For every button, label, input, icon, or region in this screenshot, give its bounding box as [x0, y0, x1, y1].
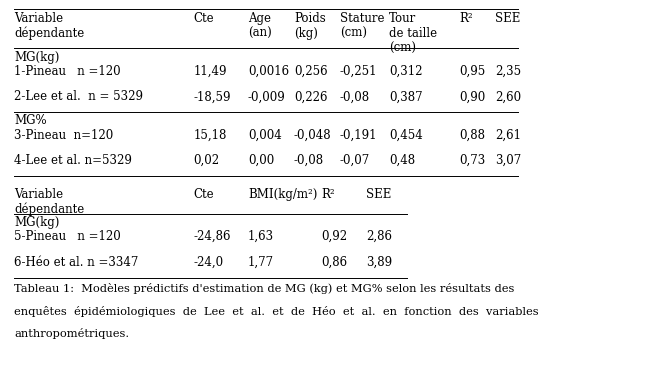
- Text: 4-Lee et al. n=5329: 4-Lee et al. n=5329: [14, 154, 133, 167]
- Text: 0,02: 0,02: [194, 154, 220, 167]
- Text: 0,312: 0,312: [389, 65, 422, 78]
- Text: -0,08: -0,08: [294, 154, 324, 167]
- Text: -0,251: -0,251: [340, 65, 377, 78]
- Text: 0,256: 0,256: [294, 65, 327, 78]
- Text: 2-Lee et al.  n = 5329: 2-Lee et al. n = 5329: [14, 90, 144, 104]
- Text: Variable
dépendante: Variable dépendante: [14, 188, 85, 216]
- Text: 5-Pineau   n =120: 5-Pineau n =120: [14, 230, 121, 243]
- Text: MG%: MG%: [14, 114, 47, 128]
- Text: 1,77: 1,77: [248, 256, 274, 269]
- Text: 0,226: 0,226: [294, 90, 327, 104]
- Text: 15,18: 15,18: [194, 129, 227, 142]
- Text: Tour
de taille
(cm): Tour de taille (cm): [389, 12, 437, 55]
- Text: 0,0016: 0,0016: [248, 65, 289, 78]
- Text: 0,90: 0,90: [459, 90, 485, 104]
- Text: 0,86: 0,86: [321, 256, 348, 269]
- Text: -0,07: -0,07: [340, 154, 370, 167]
- Text: 0,92: 0,92: [321, 230, 348, 243]
- Text: MG(kg): MG(kg): [14, 216, 60, 229]
- Text: Stature
(cm): Stature (cm): [340, 12, 384, 40]
- Text: 11,49: 11,49: [194, 65, 227, 78]
- Text: SEE: SEE: [495, 12, 521, 25]
- Text: R²: R²: [321, 188, 335, 201]
- Text: 2,86: 2,86: [366, 230, 392, 243]
- Text: enquêtes  épidémiologiques  de  Lee  et  al.  et  de  Héo  et  al.  en  fonction: enquêtes épidémiologiques de Lee et al. …: [14, 306, 539, 316]
- Text: -18,59: -18,59: [194, 90, 231, 104]
- Text: SEE: SEE: [366, 188, 392, 201]
- Text: 0,004: 0,004: [248, 129, 281, 142]
- Text: -0,009: -0,009: [248, 90, 286, 104]
- Text: 0,73: 0,73: [459, 154, 485, 167]
- Text: MG(kg): MG(kg): [14, 51, 60, 64]
- Text: Cte: Cte: [194, 12, 214, 25]
- Text: Age
(an): Age (an): [248, 12, 272, 40]
- Text: Tableau 1:  Modèles prédictifs d'estimation de MG (kg) et MG% selon les résultat: Tableau 1: Modèles prédictifs d'estimati…: [14, 283, 515, 294]
- Text: 1-Pineau   n =120: 1-Pineau n =120: [14, 65, 121, 78]
- Text: 0,48: 0,48: [389, 154, 415, 167]
- Text: R²: R²: [459, 12, 473, 25]
- Text: -0,08: -0,08: [340, 90, 370, 104]
- Text: Variable
dépendante: Variable dépendante: [14, 12, 85, 40]
- Text: -0,048: -0,048: [294, 129, 331, 142]
- Text: 0,454: 0,454: [389, 129, 422, 142]
- Text: 2,35: 2,35: [495, 65, 522, 78]
- Text: 2,60: 2,60: [495, 90, 522, 104]
- Text: 0,00: 0,00: [248, 154, 274, 167]
- Text: 2,61: 2,61: [495, 129, 522, 142]
- Text: BMI(kg/m²): BMI(kg/m²): [248, 188, 318, 201]
- Text: 0,88: 0,88: [459, 129, 485, 142]
- Text: -0,191: -0,191: [340, 129, 377, 142]
- Text: 3,07: 3,07: [495, 154, 522, 167]
- Text: -24,86: -24,86: [194, 230, 231, 243]
- Text: -24,0: -24,0: [194, 256, 224, 269]
- Text: 0,95: 0,95: [459, 65, 485, 78]
- Text: 6-Héo et al. n =3347: 6-Héo et al. n =3347: [14, 256, 139, 269]
- Text: 1,63: 1,63: [248, 230, 274, 243]
- Text: 3,89: 3,89: [366, 256, 392, 269]
- Text: 3-Pineau  n=120: 3-Pineau n=120: [14, 129, 113, 142]
- Text: anthropométriques.: anthropométriques.: [14, 328, 129, 339]
- Text: 0,387: 0,387: [389, 90, 422, 104]
- Text: Poids
(kg): Poids (kg): [294, 12, 325, 40]
- Text: Cte: Cte: [194, 188, 214, 201]
